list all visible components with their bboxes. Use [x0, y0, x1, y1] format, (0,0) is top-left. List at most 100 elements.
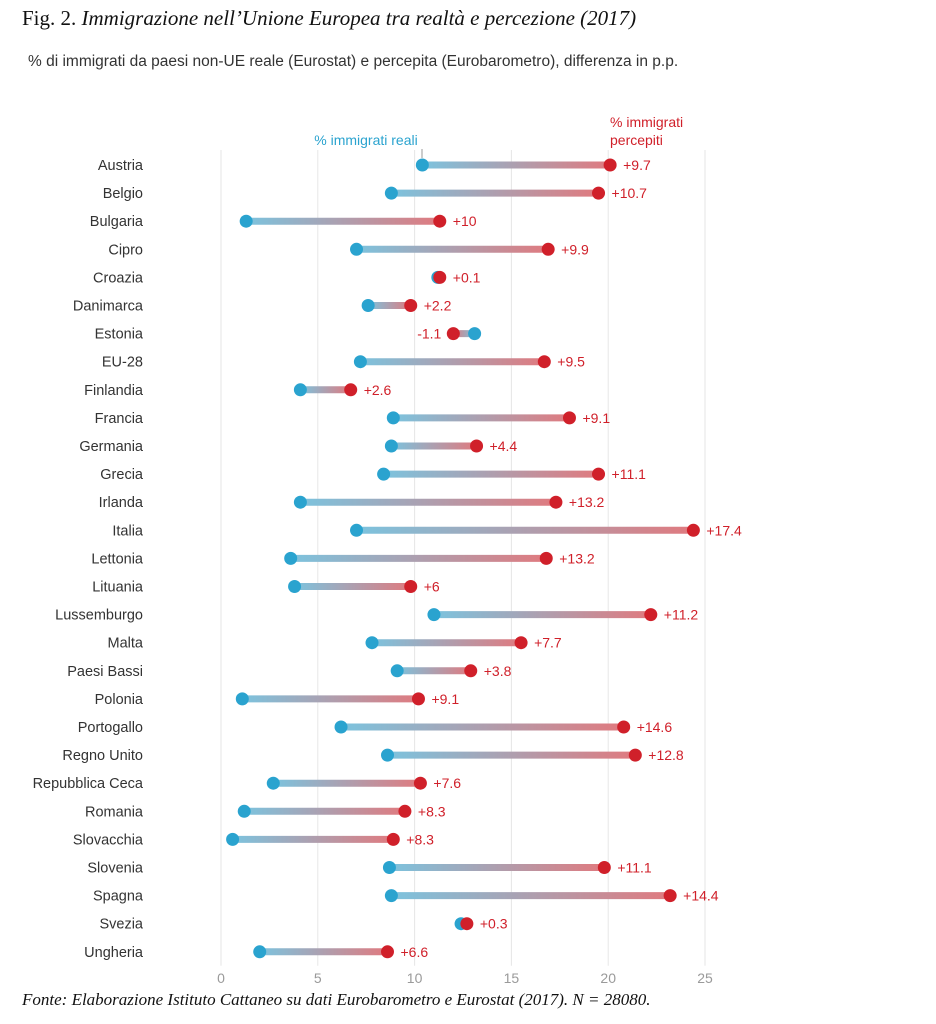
perceived-dot	[411, 692, 425, 706]
row-regno-unito: Regno Unito +12.8	[62, 747, 684, 764]
dumbbell-chart: % immigrati reali % immigrati percepiti Au…	[33, 114, 742, 985]
real-dot	[293, 495, 307, 509]
perceived-dot	[541, 242, 555, 256]
country-label: Paesi Bassi	[67, 664, 143, 680]
difference-label: +3.8	[484, 663, 512, 679]
country-label: Estonia	[95, 327, 144, 343]
difference-label: +9.7	[623, 157, 651, 173]
x-tick-label: 5	[314, 970, 322, 985]
real-dot	[353, 355, 367, 369]
difference-label: +10.7	[612, 185, 648, 201]
rows-layer: Austria +9.7 Belgio +10.7 Bulgaria +10 Cipro +9…	[33, 157, 742, 961]
perceived-dot	[470, 439, 484, 453]
perceived-dot	[592, 467, 606, 481]
difference-label: +9.1	[431, 691, 459, 707]
row-lituania: Lituania +6	[92, 579, 440, 596]
difference-label: +17.4	[706, 522, 742, 538]
country-label: Spagna	[93, 889, 144, 905]
perceived-dot	[404, 580, 418, 593]
row-lettonia: Lettonia +13.2	[91, 550, 594, 567]
country-label: Danimarca	[73, 299, 144, 315]
row-cipro: Cipro +9.9	[108, 241, 589, 258]
row-belgio: Belgio +10.7	[103, 185, 647, 202]
country-label: Grecia	[100, 467, 144, 483]
country-label: Lussemburgo	[55, 608, 143, 624]
source-note: Fonte: Elaborazione Istituto Cattaneo su…	[22, 990, 651, 1009]
row-ungheria: Ungheria +6.6	[84, 944, 428, 961]
real-dot	[380, 748, 394, 762]
perceived-dot	[460, 917, 474, 931]
figure-title: Fig. 2. Immigrazione nell’Unione Europea…	[22, 6, 636, 31]
perceived-dot	[549, 495, 563, 509]
country-label: Svezia	[99, 917, 143, 933]
perceived-dot	[562, 411, 576, 425]
real-dot	[293, 383, 307, 397]
country-label: Francia	[95, 411, 144, 427]
difference-label: -1.1	[417, 326, 441, 342]
legend-perceived-label: % immigrati	[610, 114, 683, 130]
difference-label: +7.7	[534, 635, 562, 651]
row-estonia: Estonia -1.1	[95, 326, 482, 343]
x-tick-label: 15	[504, 970, 520, 985]
real-dot	[390, 664, 404, 678]
difference-label: +14.4	[683, 888, 719, 904]
row-polonia: Polonia +9.1	[95, 691, 460, 708]
difference-label: +0.1	[453, 269, 481, 285]
row-paesi-bassi: Paesi Bassi +3.8	[67, 663, 511, 680]
difference-label: +12.8	[648, 747, 684, 763]
perceived-dot	[644, 608, 658, 622]
perceived-dot	[433, 214, 447, 228]
row-francia: Francia +9.1	[95, 410, 611, 427]
real-dot	[384, 439, 398, 453]
difference-label: +13.2	[559, 550, 595, 566]
perceived-dot	[344, 383, 358, 397]
row-lussemburgo: Lussemburgo +11.2	[55, 607, 698, 624]
perceived-dot	[380, 945, 394, 959]
country-label: Croazia	[93, 270, 144, 286]
difference-label: +14.6	[637, 719, 673, 735]
difference-label: +9.5	[557, 354, 585, 370]
real-dot	[288, 580, 302, 593]
real-dot	[284, 551, 298, 565]
perceived-dot	[592, 186, 606, 200]
real-dot	[350, 523, 364, 537]
real-dot	[427, 608, 441, 622]
row-germania: Germania +4.4	[79, 438, 517, 455]
country-label: Lettonia	[91, 551, 144, 567]
country-label: Irlanda	[99, 495, 144, 511]
difference-label: +6	[424, 579, 440, 595]
perceived-dot	[597, 861, 611, 874]
real-dot	[235, 692, 249, 706]
country-label: Italia	[112, 523, 144, 539]
real-dot	[384, 889, 398, 903]
difference-label: +8.3	[418, 803, 446, 819]
row-svezia: Svezia +0.3	[99, 916, 507, 933]
perceived-dot	[433, 270, 447, 284]
row-finlandia: Finlandia +2.6	[84, 382, 391, 399]
real-dot	[468, 327, 482, 341]
real-dot	[239, 214, 253, 228]
country-label: Polonia	[95, 692, 144, 708]
perceived-dot	[464, 664, 478, 678]
perceived-dot	[617, 720, 631, 734]
x-tick-label: 20	[600, 970, 616, 985]
country-label: Austria	[98, 158, 144, 174]
row-grecia: Grecia +11.1	[100, 466, 646, 483]
perceived-dot	[446, 327, 460, 341]
chart-subtitle: % di immigrati da paesi non-UE reale (Eu…	[28, 53, 679, 70]
perceived-dot	[514, 636, 528, 650]
real-dot	[237, 804, 251, 818]
real-dot	[382, 861, 396, 874]
perceived-dot	[686, 523, 700, 537]
country-label: Belgio	[103, 186, 143, 202]
legend: % immigrati reali % immigrati percepiti	[314, 114, 683, 158]
difference-label: +4.4	[490, 438, 518, 454]
row-slovacchia: Slovacchia +8.3	[73, 831, 434, 848]
country-label: Repubblica Ceca	[33, 776, 144, 792]
difference-label: +11.2	[664, 607, 699, 623]
row-spagna: Spagna +14.4	[93, 888, 719, 905]
real-dot	[350, 242, 364, 256]
difference-label: +9.9	[561, 241, 589, 257]
row-bulgaria: Bulgaria +10	[90, 213, 477, 230]
country-label: Portogallo	[78, 720, 143, 736]
